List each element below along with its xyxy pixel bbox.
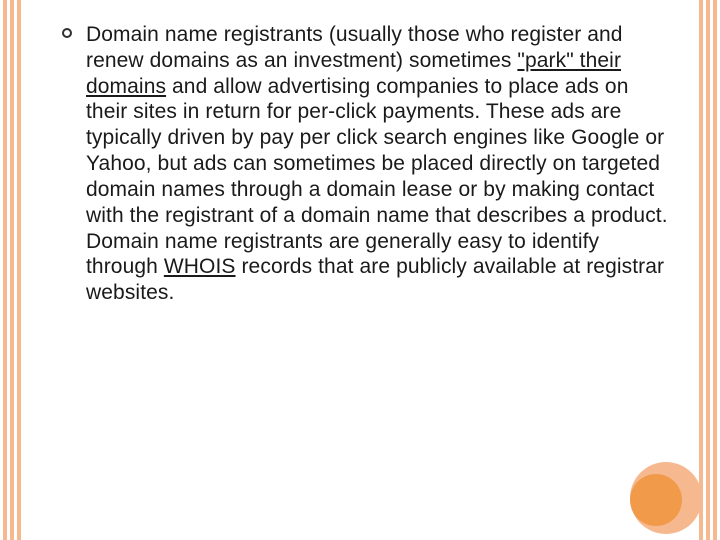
slide: Domain name registrants (usually those w… <box>0 0 720 540</box>
decorative-stripe <box>3 0 7 540</box>
bullet-icon <box>62 28 72 38</box>
decorative-circle-inner <box>630 474 682 526</box>
decorative-stripe <box>699 0 703 540</box>
decorative-stripe <box>713 0 717 540</box>
inline-link[interactable]: WHOIS <box>164 255 236 278</box>
decorative-stripe <box>17 0 21 540</box>
body-paragraph: Domain name registrants (usually those w… <box>86 22 670 306</box>
decorative-stripe <box>10 0 14 540</box>
content-area: Domain name registrants (usually those w… <box>62 22 670 306</box>
decorative-stripe <box>706 0 710 540</box>
inline-link[interactable]: "park" their domains <box>86 49 621 98</box>
